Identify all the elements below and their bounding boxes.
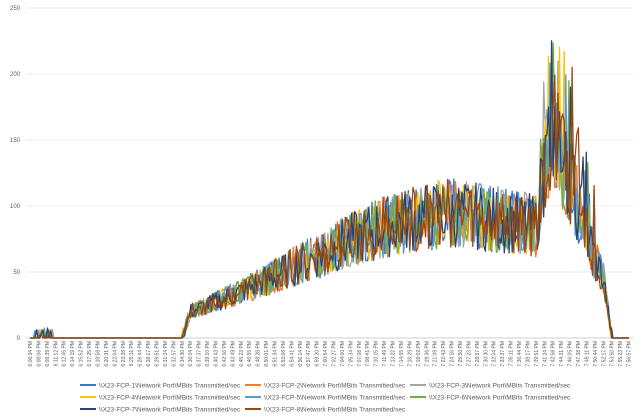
x-tick-label: 6:11:12 PM [53, 341, 59, 366]
legend-label: \\X23-FCP-4\Network Port\MBits Transmitt… [99, 394, 241, 401]
x-tick-label: 6:43:49 PM [230, 341, 236, 367]
x-tick-label: 6:08:06 PM [36, 341, 42, 367]
x-tick-label: 7:56:57 PM [627, 341, 633, 367]
x-tick-label: 6:12:45 PM [62, 341, 68, 367]
y-tick-label: 150 [10, 138, 21, 144]
legend-label: \\X23-FCP-6\Network Port\MBits Transmitt… [429, 394, 571, 401]
x-tick-label: 6:23:38 PM [121, 341, 127, 367]
x-tick-label: 6:25:11 PM [129, 341, 135, 366]
legend-label: \\X23-FCP-7\Network Port\MBits Transmitt… [99, 406, 241, 413]
x-tick-label: 7:52:17 PM [601, 341, 607, 367]
legend: \\X23-FCP-1\Network Port\MBits Transmitt… [80, 382, 571, 413]
x-tick-label: 7:47:38 PM [576, 341, 582, 367]
x-tick-label: 6:45:23 PM [239, 341, 245, 367]
x-tick-label: 6:15:52 PM [79, 341, 85, 367]
x-tick-label: 6:37:37 PM [197, 341, 203, 367]
y-tick-label: 200 [10, 72, 21, 78]
x-tick-label: 6:48:28 PM [256, 341, 262, 367]
x-tick-label: 7:00:54 PM [323, 341, 329, 367]
x-tick-label: 6:39:10 PM [205, 341, 211, 367]
x-tick-label: 6:46:55 PM [247, 341, 253, 367]
gridlines [26, 7, 633, 339]
x-tick-label: 6:51:34 PM [273, 341, 279, 367]
x-tick-label: 6:59:20 PM [315, 341, 321, 367]
x-tick-label: 6:14:19 PM [70, 341, 76, 367]
x-tick-label: 6:53:08 PM [281, 341, 287, 367]
x-tick-label: 7:33:37 PM [500, 341, 506, 367]
x-tick-label: 7:32:04 PM [492, 341, 498, 367]
x-tick-label: 7:02:27 PM [332, 341, 338, 367]
x-tick-label: 7:49:11 PM [584, 341, 590, 366]
legend-label: \\X23-FCP-8\Network Port\MBits Transmitt… [264, 406, 406, 413]
x-tick-label: 7:35:11 PM [509, 341, 515, 366]
x-tick-label: 6:40:43 PM [213, 341, 219, 367]
x-tick-label: 6:50:01 PM [264, 341, 270, 367]
x-tick-label: 6:06:34 PM [28, 341, 34, 367]
x-tick-label: 7:13:22 PM [391, 341, 397, 367]
legend-label: \\X23-FCP-3\Network Port\MBits Transmitt… [429, 382, 571, 389]
x-tick-label: 6:57:47 PM [306, 341, 312, 367]
x-tick-label: 7:21:09 PM [433, 341, 439, 367]
x-tick-label: 7:24:16 PM [450, 341, 456, 367]
x-tick-label: 6:42:16 PM [222, 341, 228, 367]
series-lines [30, 40, 629, 339]
series-line-6 [30, 42, 629, 339]
x-axis-ticks: 6:06:34 PM 6:08:06 PM 6:09:39 PM 6:11:12 PM… [28, 341, 633, 367]
x-tick-label: 7:10:15 PM [374, 341, 380, 367]
x-tick-label: 7:30:30 PM [483, 341, 489, 367]
x-tick-label: 7:05:34 PM [348, 341, 354, 367]
x-tick-label: 7:28:57 PM [475, 341, 481, 367]
x-tick-label: 7:53:50 PM [610, 341, 616, 367]
legend-label: \\X23-FCP-5\Network Port\MBits Transmitt… [264, 394, 406, 401]
series-line-8 [30, 66, 629, 339]
x-tick-label: 6:22:04 PM [112, 341, 118, 367]
x-tick-label: 6:56:14 PM [298, 341, 304, 367]
x-tick-label: 7:16:29 PM [407, 341, 413, 367]
x-tick-label: 7:36:44 PM [517, 341, 523, 367]
x-tick-label: 7:27:23 PM [466, 341, 472, 367]
legend-label: \\X23-FCP-1\Network Port\MBits Transmitt… [99, 382, 241, 389]
x-tick-label: 7:08:41 PM [365, 341, 371, 367]
y-tick-label: 50 [13, 270, 20, 276]
y-tick-label: 0 [17, 336, 21, 342]
x-tick-label: 6:28:17 PM [146, 341, 152, 367]
x-tick-label: 6:32:57 PM [171, 341, 177, 367]
x-tick-label: 7:18:02 PM [416, 341, 422, 367]
x-tick-label: 6:31:24 PM [163, 341, 169, 367]
y-tick-label: 100 [10, 204, 21, 210]
x-tick-label: 7:42:58 PM [551, 341, 557, 367]
x-tick-label: 6:29:51 PM [154, 341, 160, 367]
x-tick-label: 7:25:50 PM [458, 341, 464, 367]
x-tick-label: 7:04:00 PM [340, 341, 346, 367]
x-tick-label: 7:07:08 PM [357, 341, 363, 367]
x-tick-label: 7:44:31 PM [559, 341, 565, 367]
x-tick-label: 6:34:30 PM [180, 341, 186, 367]
x-tick-label: 7:46:05 PM [568, 341, 574, 367]
x-tick-label: 6:26:44 PM [138, 341, 144, 367]
x-tick-label: 7:38:17 PM [525, 341, 531, 367]
x-tick-label: 7:19:36 PM [424, 341, 430, 367]
x-tick-label: 6:09:39 PM [45, 341, 51, 367]
x-tick-label: 7:39:51 PM [534, 341, 540, 367]
x-tick-label: 7:11:49 PM [382, 341, 388, 366]
y-axis-ticks: 0 50 100 150 200 250 [10, 6, 21, 342]
x-tick-label: 6:54:41 PM [289, 341, 295, 367]
x-tick-label: 7:22:43 PM [441, 341, 447, 367]
x-tick-label: 7:50:44 PM [593, 341, 599, 367]
x-tick-label: 7:55:23 PM [618, 341, 624, 367]
x-tick-label: 6:17:25 PM [87, 341, 93, 367]
x-tick-label: 6:20:31 PM [104, 341, 110, 367]
x-tick-label: 6:36:04 PM [188, 341, 194, 367]
x-tick-label: 6:18:58 PM [95, 341, 101, 367]
x-tick-label: 7:41:24 PM [542, 341, 548, 367]
legend-label: \\X23-FCP-2\Network Port\MBits Transmitt… [264, 382, 406, 389]
y-tick-label: 250 [10, 6, 21, 12]
x-tick-label: 7:14:55 PM [399, 341, 405, 367]
